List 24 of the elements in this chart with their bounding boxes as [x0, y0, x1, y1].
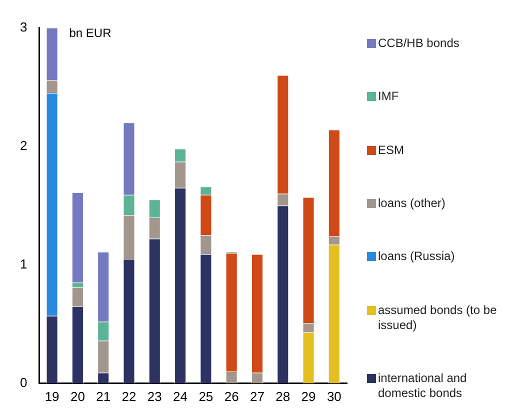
y-tick-label: 1: [20, 256, 28, 272]
x-tick-label: 28: [276, 388, 290, 404]
x-tick-label: 25: [198, 388, 214, 404]
x-tick-label: 27: [250, 388, 264, 404]
x-tick-label: 21: [96, 388, 111, 404]
x-tick-label: 24: [173, 388, 188, 404]
x-tick-label: 19: [44, 388, 60, 404]
x-tick-label: 20: [70, 388, 85, 404]
legend-label: assumed bonds (to be issued): [378, 302, 498, 333]
x-tick-label: 29: [301, 388, 316, 404]
x-tick-label: 30: [326, 388, 342, 404]
x-tick-label: 22: [122, 388, 136, 404]
y-tick-label: 2: [20, 138, 28, 153]
x-tick-label: 26: [224, 388, 239, 404]
legend-label: CCB/HB bonds: [378, 36, 460, 51]
legend-label: loans (other): [378, 196, 446, 211]
legend-label: international and domestic bonds: [378, 370, 468, 401]
legend-label: ESM: [378, 142, 404, 158]
x-tick-label: 23: [147, 388, 162, 404]
y-tick-label: 3: [20, 19, 28, 34]
legend-label: IMF: [378, 89, 399, 104]
legend-label: loans (Russia): [378, 249, 455, 264]
y-tick-label: 0: [20, 374, 28, 390]
y-axis-title: bn EUR: [69, 26, 112, 40]
